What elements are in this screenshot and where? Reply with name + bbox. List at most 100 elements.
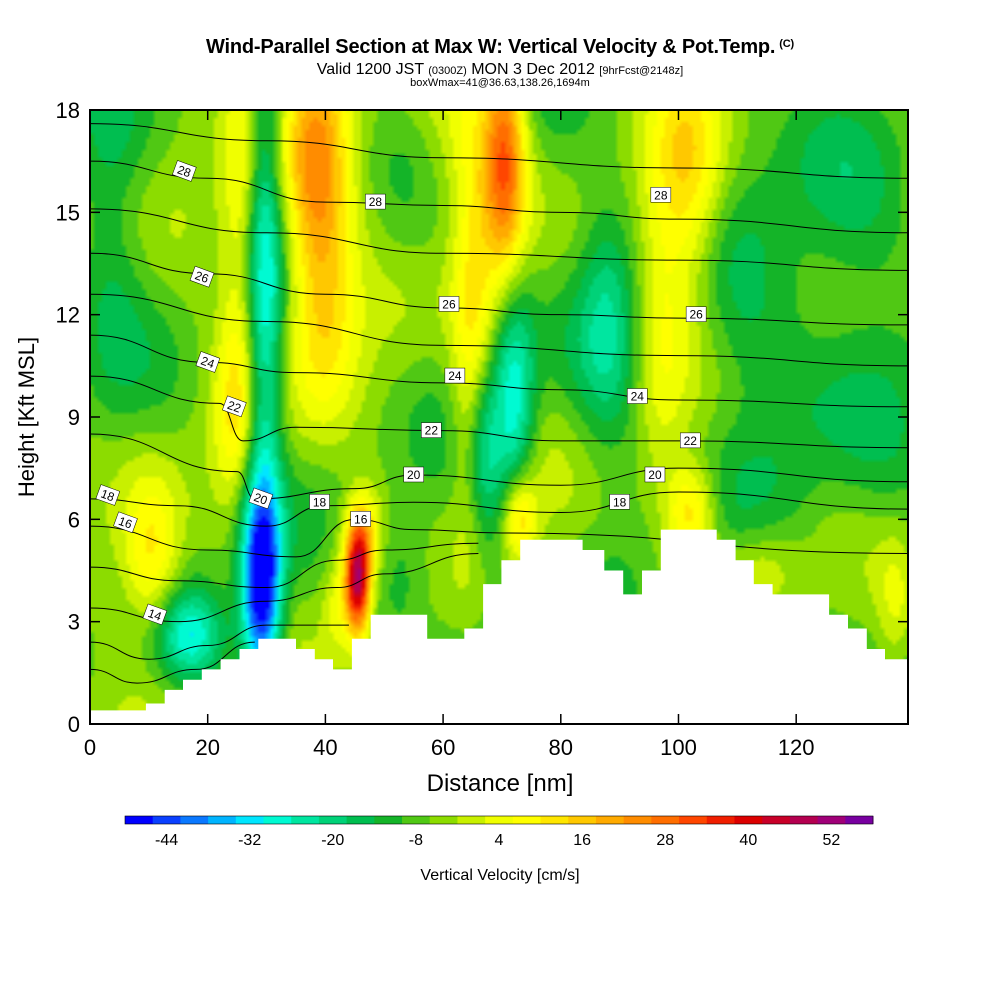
theta-label-text: 20: [648, 468, 662, 482]
theta-label-text: 16: [117, 514, 135, 532]
theta-label-text: 24: [199, 354, 217, 372]
theta-label: 22: [680, 432, 701, 449]
theta-label-text: 24: [448, 369, 462, 383]
theta-label: 26: [438, 296, 460, 312]
theta-label: 28: [650, 187, 672, 203]
theta-label-box: [172, 160, 197, 182]
colorbar-swatch: [208, 816, 237, 824]
y-tick-label: 12: [56, 303, 80, 328]
colorbar-swatch: [374, 816, 403, 824]
subtitle-forecast: [9hrFcst@2148z]: [599, 65, 684, 77]
theta-label: 28: [365, 193, 386, 210]
theta-label-text: 28: [175, 163, 193, 181]
theta-contour-unlabeled: [90, 293, 908, 367]
copyright-mark: (C): [779, 38, 794, 50]
theta-label-box: [195, 351, 221, 373]
x-tick-label: 0: [84, 735, 96, 760]
colorbar-swatch: [568, 816, 597, 824]
theta-label-text: 18: [613, 495, 627, 509]
theta-label-box: [644, 466, 666, 483]
colorbar-ticks: -44 -32 -20 -8 4 16 28 40 52: [155, 832, 840, 849]
colorbar-swatch: [485, 816, 514, 824]
theta-contour-unlabeled: [90, 624, 349, 660]
colorbar-tick-label: -44: [155, 832, 178, 849]
theta-label: 16: [113, 511, 138, 534]
x-axis: 0 20 40 60 80 100 120: [84, 110, 815, 760]
theta-label: 16: [350, 511, 371, 527]
theta-label-text: 22: [425, 424, 439, 438]
theta-contour-18: [90, 491, 908, 527]
theta-contour-28: [90, 160, 908, 234]
theta-label-box: [309, 494, 330, 510]
colorbar-frame: [124, 815, 874, 825]
theta-label-text: 18: [313, 495, 327, 509]
colorbar-swatch: [125, 816, 154, 824]
x-tick-label: 120: [778, 735, 815, 760]
colorbar-swatch: [706, 816, 735, 824]
colorbar-tick-label: 40: [739, 832, 757, 849]
subtitle-valid: Valid 1200 JST: [316, 61, 429, 78]
theta-contour-unlabeled: [90, 641, 255, 684]
theta-label: 20: [403, 466, 424, 483]
colorbar: [124, 815, 874, 825]
theta-label-text: 26: [193, 268, 211, 286]
colorbar-swatch: [429, 816, 458, 824]
theta-label-box: [609, 494, 630, 510]
subtitle-zulu: (0300Z): [428, 65, 467, 77]
colorbar-swatch: [651, 816, 680, 824]
colorbar-swatch: [623, 816, 652, 824]
x-axis-label: Distance [nm]: [427, 770, 574, 797]
colorbar-swatch: [402, 816, 431, 824]
x-tick-label: 20: [195, 735, 219, 760]
theta-label-box: [685, 306, 707, 322]
colorbar-swatch: [595, 816, 625, 824]
y-axis-label: Height [Kft MSL]: [14, 337, 39, 497]
chart-title-text: Wind-Parallel Section at Max W: Vertical…: [206, 36, 776, 58]
terrain: [90, 529, 908, 724]
theta-label-box: [248, 487, 274, 510]
colorbar-swatch: [180, 816, 209, 824]
colorbar-swatch: [734, 816, 763, 824]
colorbar-swatch: [457, 816, 486, 824]
theta-label: 20: [248, 487, 274, 510]
theta-label-text: 20: [407, 468, 421, 482]
theta-label-box: [627, 388, 648, 404]
chart-subtitle: Valid 1200 JST (0300Z) MON 3 Dec 2012 [9…: [0, 61, 1000, 79]
theta-label: 28: [172, 160, 197, 182]
theta-label-text: 26: [689, 308, 703, 322]
colorbar-tick-label: 52: [823, 832, 841, 849]
theta-label-box: [444, 367, 466, 384]
theta-label: 24: [444, 367, 466, 384]
y-tick-label: 6: [68, 507, 80, 532]
theta-contour-unlabeled: [90, 123, 908, 179]
colorbar-swatch: [318, 816, 348, 824]
subtitle-date: MON 3 Dec 2012: [466, 61, 600, 78]
theta-label: 18: [609, 494, 630, 510]
theta-label: 14: [142, 603, 168, 626]
x-tick-label: 80: [549, 735, 573, 760]
colorbar-tick-label: -32: [238, 832, 261, 849]
theta-label: 22: [421, 422, 442, 438]
y-tick-label: 0: [68, 712, 80, 737]
theta-label-box: [95, 484, 121, 506]
chart-subline: boxWmax=41@36.63,138.26,1694m: [410, 77, 590, 89]
theta-label-text: 28: [654, 188, 668, 202]
colorbar-swatch: [845, 816, 874, 824]
theta-label-box: [189, 265, 215, 288]
theta-label-box: [680, 432, 701, 449]
x-tick-label: 40: [313, 735, 337, 760]
theta-label-text: 14: [146, 606, 164, 624]
theta-label-text: 24: [631, 390, 645, 404]
colorbar-swatch: [263, 816, 292, 824]
theta-label: 24: [627, 388, 648, 404]
theta-label: 26: [685, 306, 707, 322]
colorbar-swatch: [512, 816, 542, 824]
theta-label-box: [142, 603, 168, 626]
theta-label: 24: [195, 351, 221, 373]
colorbar-tick-label: 28: [656, 832, 674, 849]
theta-label-text: 20: [252, 490, 270, 508]
theta-label-text: 26: [442, 297, 456, 311]
theta-label-text: 22: [684, 434, 698, 448]
